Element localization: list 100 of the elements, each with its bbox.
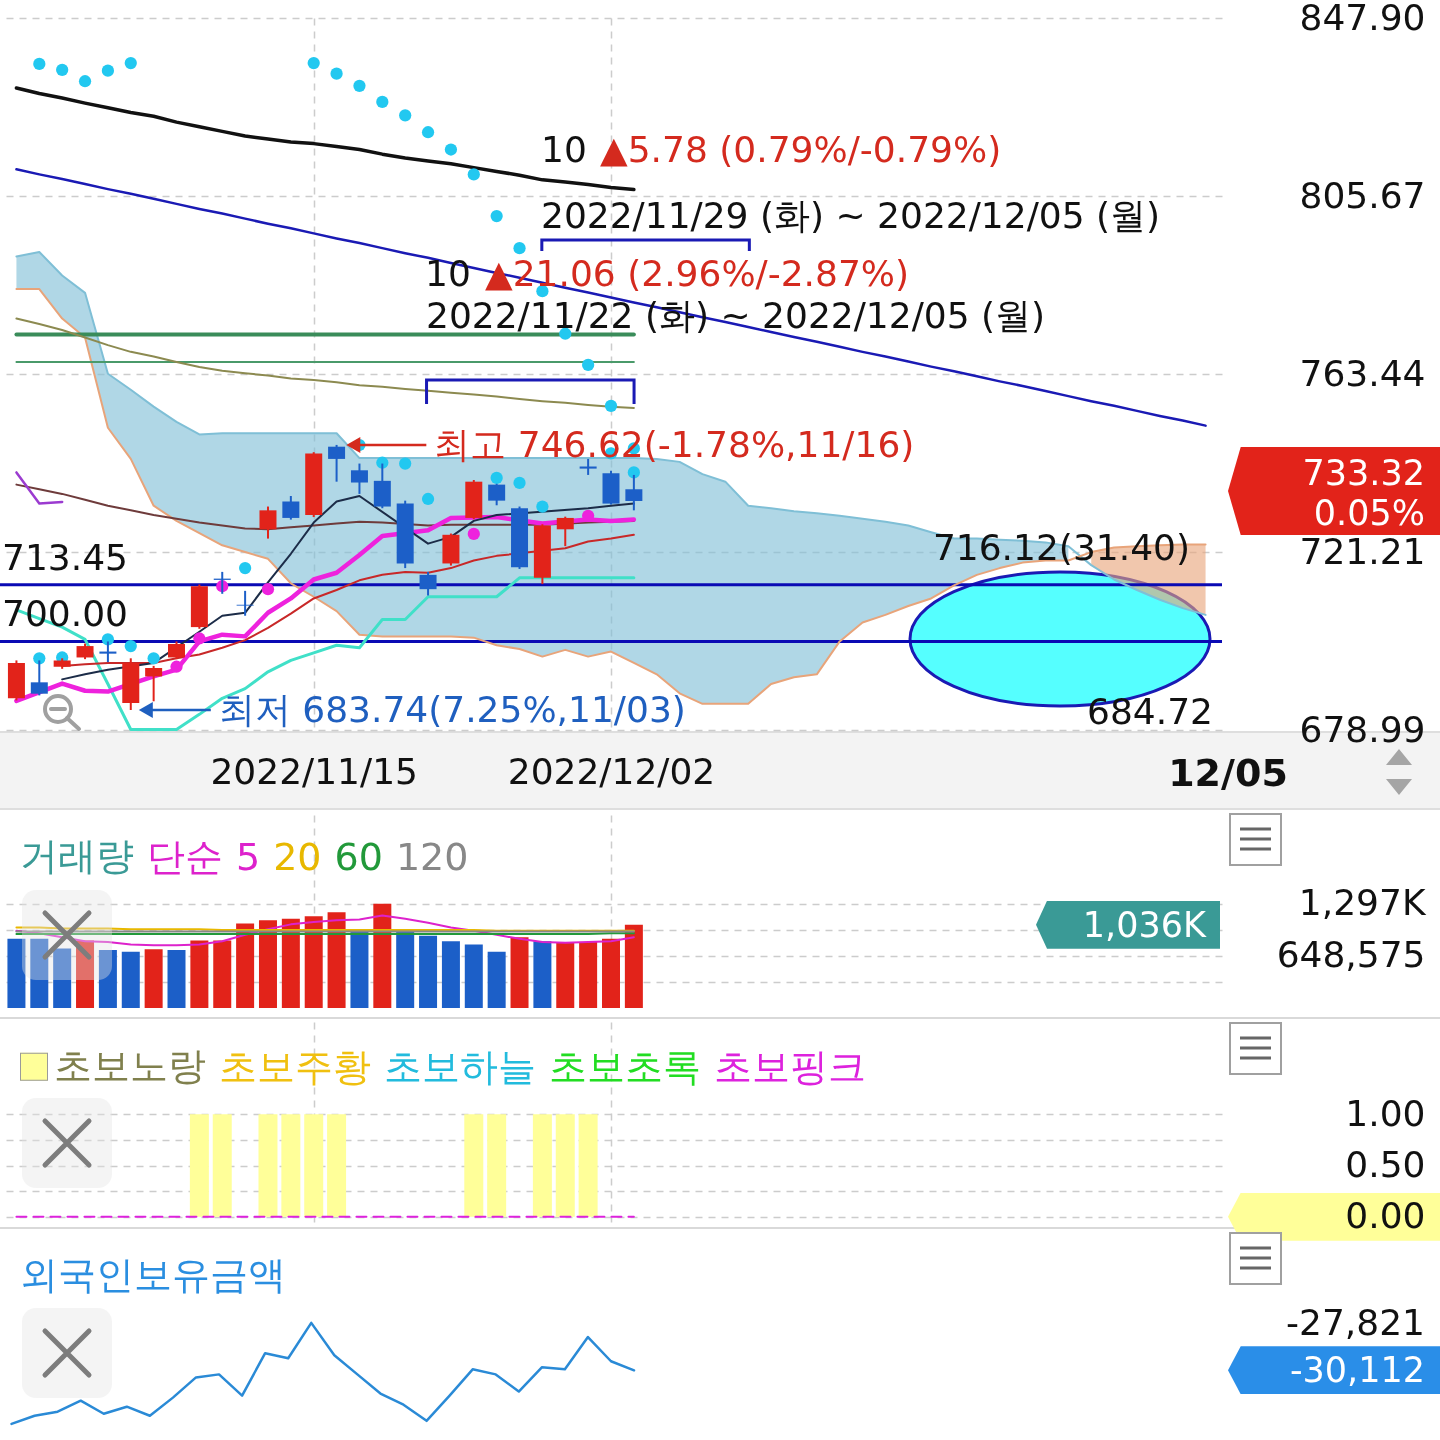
bar bbox=[624, 924, 643, 1008]
bar bbox=[213, 940, 232, 1008]
annotation: 10 bbox=[425, 253, 471, 294]
candlestick bbox=[282, 495, 300, 521]
bar bbox=[487, 951, 506, 1008]
y-tick-label: 0.00 bbox=[1345, 1195, 1426, 1237]
point bbox=[604, 399, 618, 412]
y-tick-label: 1,297K bbox=[1298, 882, 1427, 924]
point bbox=[261, 583, 275, 596]
point bbox=[399, 109, 412, 122]
y-tick-label: 648,575 bbox=[1276, 934, 1426, 976]
chart-title: 외국인보유금액 bbox=[20, 1253, 286, 1298]
point bbox=[238, 561, 252, 575]
annotation: 684.72 bbox=[1087, 691, 1213, 732]
bar bbox=[98, 950, 117, 1008]
y-tick-label: 1.00 bbox=[1345, 1092, 1426, 1134]
annotation: 최저 683.74(7.25%,11/03) bbox=[218, 688, 686, 730]
point bbox=[399, 457, 412, 470]
x-tick-label: 2022/12/02 bbox=[507, 750, 716, 792]
point bbox=[78, 75, 92, 88]
bar bbox=[579, 942, 598, 1008]
point bbox=[56, 63, 69, 76]
y-tick-label: 678.99 bbox=[1299, 708, 1426, 750]
candlestick bbox=[236, 589, 254, 617]
bar bbox=[281, 918, 300, 1008]
bar bbox=[236, 923, 255, 1008]
legend-label: 초보주황 bbox=[219, 1044, 371, 1089]
point bbox=[193, 632, 206, 645]
y-tick-label: 805.67 bbox=[1299, 174, 1426, 216]
point bbox=[330, 67, 343, 80]
bar bbox=[144, 949, 163, 1008]
legend-label: 초보하늘 bbox=[384, 1044, 536, 1089]
bar bbox=[53, 948, 72, 1008]
legend-title: 단순 bbox=[147, 834, 223, 879]
bar bbox=[419, 935, 438, 1008]
annotation: 2022/11/29 (화) ~ 2022/12/05 (월) bbox=[541, 195, 1161, 236]
legend-label: 초보초록 bbox=[549, 1044, 701, 1089]
bar bbox=[533, 941, 552, 1008]
bar bbox=[304, 916, 323, 1008]
text: 초보핑크 bbox=[714, 1044, 866, 1089]
text: 0.05% bbox=[1313, 492, 1425, 533]
annotation: 1,036K bbox=[1082, 904, 1206, 945]
bar bbox=[76, 940, 95, 1008]
point bbox=[490, 210, 503, 223]
x-tick-label: 2022/11/15 bbox=[210, 750, 418, 792]
bar bbox=[190, 940, 209, 1008]
legend-label: 초보노랑 bbox=[54, 1044, 206, 1089]
candlestick bbox=[350, 462, 368, 495]
point bbox=[444, 143, 458, 156]
series-label: 5 bbox=[236, 834, 261, 879]
point bbox=[513, 242, 526, 255]
point bbox=[307, 56, 320, 70]
candlestick bbox=[419, 570, 437, 597]
point bbox=[467, 527, 480, 541]
annotation: ▲5.78 (0.79%/-0.79%) bbox=[600, 129, 1002, 170]
annotation: 10 bbox=[541, 129, 587, 170]
bar bbox=[167, 950, 186, 1008]
point bbox=[582, 358, 595, 372]
point bbox=[101, 633, 115, 646]
annotation: 최고 746.62(-1.78%,11/16) bbox=[434, 423, 915, 465]
annotation: 716.12(31.40) bbox=[932, 527, 1190, 568]
point bbox=[376, 95, 389, 108]
candlestick bbox=[259, 505, 277, 540]
text: -30,112 bbox=[1289, 1349, 1425, 1390]
ref-line-label: 713.45 bbox=[2, 536, 128, 578]
series-label: 20 bbox=[273, 834, 322, 879]
bar bbox=[258, 920, 277, 1008]
point bbox=[101, 64, 115, 77]
point bbox=[490, 471, 503, 484]
candlestick bbox=[145, 664, 163, 703]
bar bbox=[121, 951, 140, 1008]
point bbox=[421, 126, 435, 139]
ref-line-label: 700.00 bbox=[2, 593, 128, 635]
bar bbox=[602, 938, 620, 1008]
bar bbox=[7, 938, 26, 1008]
candlestick bbox=[328, 443, 346, 483]
point bbox=[467, 168, 480, 181]
series-label: 120 bbox=[395, 834, 469, 879]
point bbox=[627, 466, 640, 479]
series-label: 60 bbox=[334, 834, 383, 879]
text: 12/05 bbox=[1168, 751, 1288, 795]
line-series bbox=[15, 168, 1207, 427]
text: 거래량 bbox=[20, 834, 134, 879]
line-series bbox=[15, 914, 635, 947]
bar bbox=[510, 937, 529, 1008]
point bbox=[421, 492, 435, 506]
point bbox=[124, 639, 137, 653]
point bbox=[353, 79, 366, 92]
point bbox=[33, 57, 46, 71]
point bbox=[147, 652, 160, 665]
point bbox=[170, 660, 183, 673]
point bbox=[124, 56, 137, 70]
y-tick-label: 721.21 bbox=[1299, 530, 1426, 572]
bar bbox=[464, 944, 483, 1008]
text: -27,821 bbox=[1286, 1301, 1425, 1343]
y-tick-label: 847.90 bbox=[1299, 0, 1426, 38]
point bbox=[536, 500, 549, 513]
candlestick bbox=[556, 515, 574, 548]
bar bbox=[327, 912, 346, 1008]
annotation: ▲21.06 (2.96%/-2.87%) bbox=[485, 253, 910, 294]
